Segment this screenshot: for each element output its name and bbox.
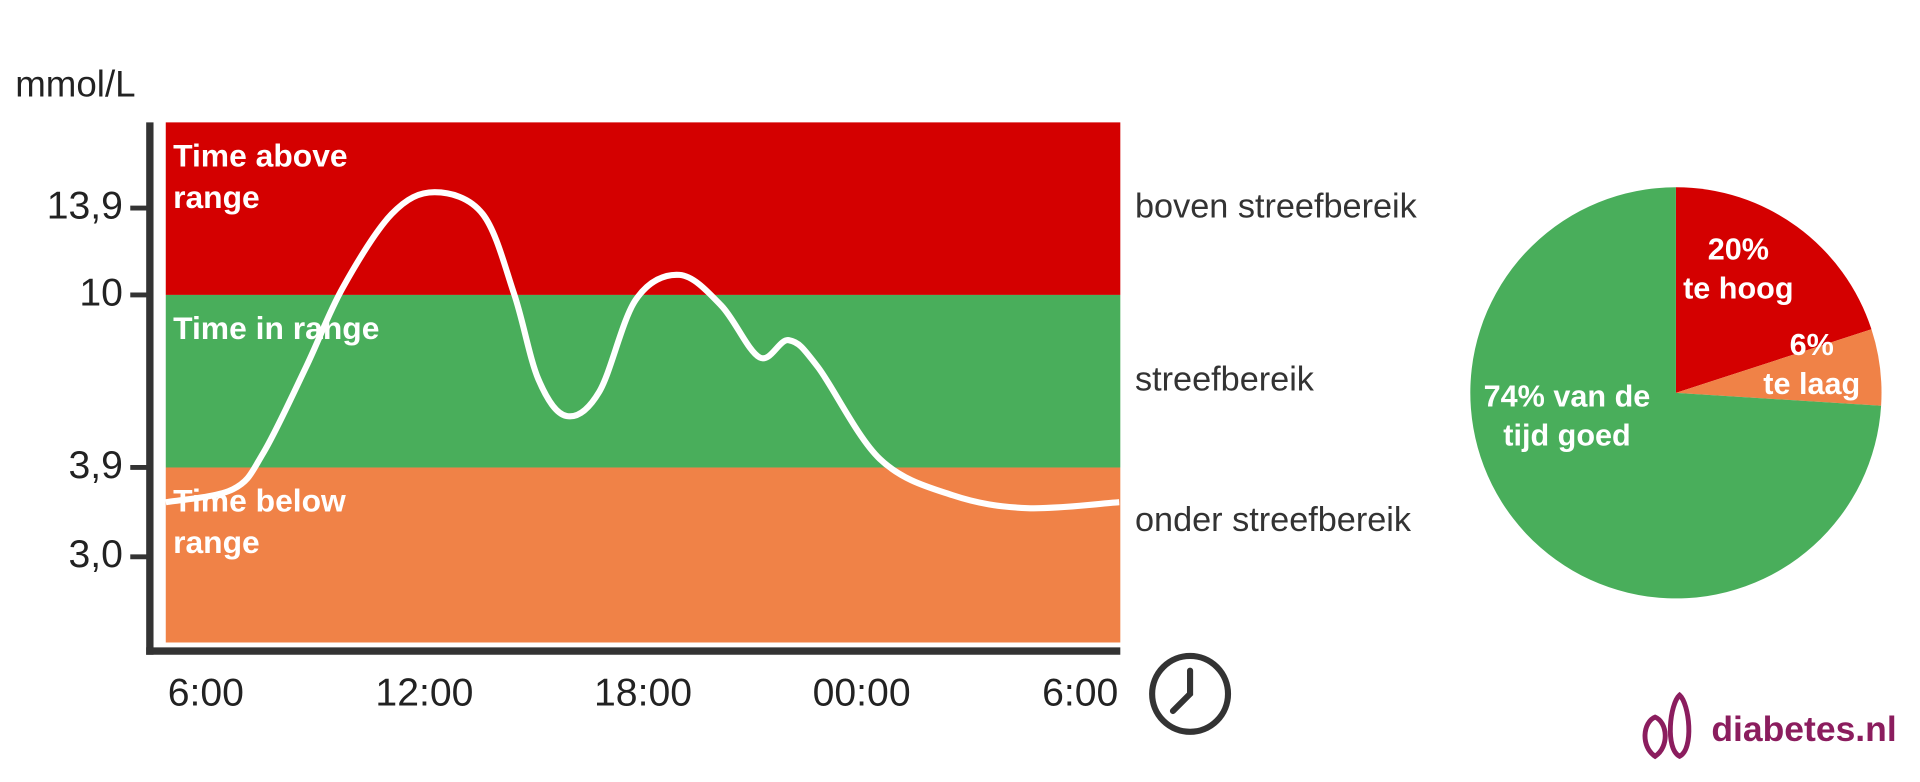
band-side-label: boven streefbereik bbox=[1135, 188, 1418, 226]
y-tick-label: 3,0 bbox=[68, 533, 122, 576]
pie-slice bbox=[1675, 329, 1882, 406]
pie-label-box: 6% te laag bbox=[1744, 326, 1879, 404]
glucose-line bbox=[165, 189, 1120, 512]
pie-slice bbox=[1470, 187, 1882, 599]
x-tick-label: 12:00 bbox=[375, 671, 473, 714]
pie-slice bbox=[1675, 187, 1872, 393]
clock-icon bbox=[1149, 652, 1232, 735]
band-label-box: Time above range bbox=[173, 137, 348, 216]
band-label: Time above range bbox=[173, 137, 348, 216]
x-tick-label: 6:00 bbox=[168, 671, 244, 714]
band-side-label: onder streefbereik bbox=[1135, 501, 1412, 539]
band-side-label: streefbereik bbox=[1135, 360, 1315, 398]
y-axis-title: mmol/L bbox=[15, 64, 135, 105]
pie-label-box: 20% te hoog bbox=[1671, 230, 1806, 308]
pie-value-label: 20% bbox=[1707, 232, 1769, 267]
pie-label-box: 74% van de tijd goed bbox=[1463, 377, 1671, 455]
pie-value-label: 6% bbox=[1789, 327, 1834, 363]
logo-text: diabetes.nl bbox=[1711, 709, 1896, 749]
y-tick-label: 10 bbox=[79, 271, 123, 314]
pie-category-label: van de tijd goed bbox=[1503, 379, 1651, 453]
band-label-box: Time in range bbox=[173, 309, 380, 347]
logo-icon bbox=[1642, 691, 1692, 760]
band-label: Time in range bbox=[173, 309, 380, 347]
pie-category-label: te hoog bbox=[1683, 271, 1794, 306]
pie-label: 74% van de tijd goed bbox=[1463, 377, 1671, 455]
x-tick-label: 6:00 bbox=[1042, 671, 1118, 714]
band-label: Time below range bbox=[173, 482, 346, 561]
range-band bbox=[165, 122, 1121, 295]
y-tick-label: 13,9 bbox=[47, 184, 123, 227]
pie-value-label: 74% bbox=[1483, 379, 1545, 414]
pie-category-label: te laag bbox=[1763, 367, 1861, 402]
pie-label: 6% te laag bbox=[1744, 326, 1879, 404]
x-tick-label: 00:00 bbox=[813, 671, 911, 714]
band-label-box: Time below range bbox=[173, 482, 346, 561]
pie-label: 20% te hoog bbox=[1671, 230, 1806, 308]
x-tick-label: 18:00 bbox=[594, 671, 692, 714]
y-tick-label: 3,9 bbox=[68, 444, 122, 487]
